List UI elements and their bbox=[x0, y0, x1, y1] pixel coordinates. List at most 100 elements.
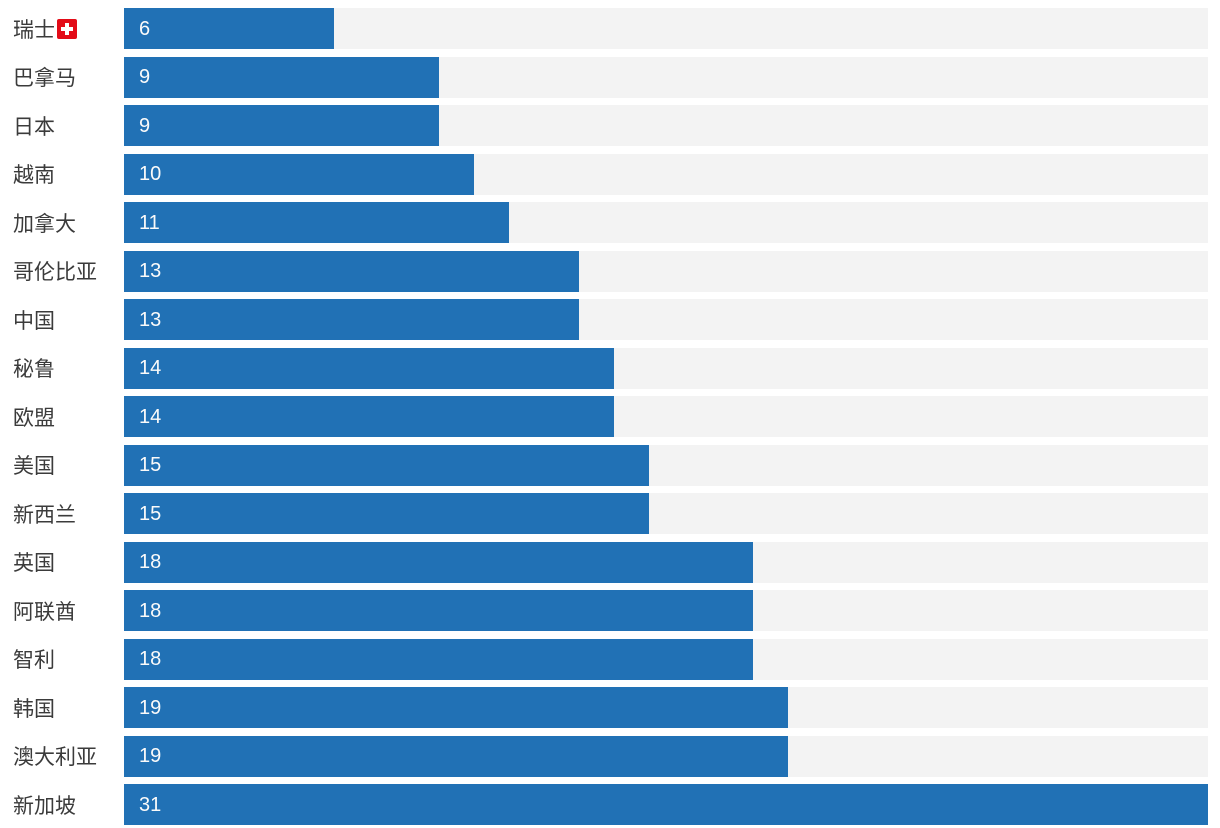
category-label-text: 新西兰 bbox=[13, 503, 76, 527]
category-label-text: 美国 bbox=[13, 455, 55, 478]
category-label: 秘鲁 bbox=[0, 348, 124, 389]
bar-row: 越南 10 bbox=[0, 153, 1208, 203]
bar-value-label: 19 bbox=[139, 745, 162, 767]
bar-track: 9 bbox=[124, 105, 1208, 146]
category-label: 韩国 bbox=[0, 687, 124, 728]
bar-row: 加拿大 11 bbox=[0, 202, 1208, 251]
category-label-text: 秘鲁 bbox=[13, 358, 55, 381]
bar-row: 智利 18 bbox=[0, 638, 1208, 688]
bar-row: 巴拿马 9 bbox=[0, 56, 1208, 106]
bar-value-label: 11 bbox=[139, 211, 160, 234]
category-label: 巴拿马 bbox=[0, 57, 124, 98]
bar-track: 15 bbox=[124, 444, 1208, 486]
bar-fill: 9 bbox=[124, 105, 439, 146]
bar-value-label: 18 bbox=[139, 551, 162, 573]
bar-row: 哥伦比亚 13 bbox=[0, 250, 1208, 300]
category-label: 阿联酋 bbox=[0, 590, 124, 631]
bar-row: 澳大利亚 19 bbox=[0, 735, 1208, 785]
bar-row: 美国 15 bbox=[0, 444, 1208, 494]
bar-value-label: 14 bbox=[139, 405, 162, 428]
category-label: 欧盟 bbox=[0, 396, 124, 437]
category-label-text: 哥伦比亚 bbox=[13, 261, 97, 284]
category-label-text: 中国 bbox=[13, 309, 55, 333]
category-label-text: 越南 bbox=[13, 164, 55, 187]
bar-fill: 15 bbox=[124, 493, 649, 534]
category-label: 加拿大 bbox=[0, 202, 124, 243]
bar-row: 韩国 19 bbox=[0, 687, 1208, 736]
bar-track: 15 bbox=[124, 493, 1208, 534]
category-label: 瑞士 bbox=[0, 8, 124, 49]
bar-fill: 15 bbox=[124, 444, 649, 486]
category-label: 哥伦比亚 bbox=[0, 251, 124, 292]
bar-track: 19 bbox=[124, 687, 1208, 728]
bar-fill: 9 bbox=[124, 56, 439, 98]
bar-row: 新西兰 15 bbox=[0, 493, 1208, 542]
bar-fill: 10 bbox=[124, 153, 474, 195]
category-label: 智利 bbox=[0, 639, 124, 680]
category-label-text: 新加坡 bbox=[13, 794, 76, 818]
bar-fill: 19 bbox=[124, 735, 789, 777]
bar-value-label: 10 bbox=[139, 163, 162, 185]
swiss-flag-icon bbox=[57, 18, 77, 39]
bar-track: 13 bbox=[124, 299, 1208, 340]
bar-track: 14 bbox=[124, 347, 1208, 389]
bar-track: 18 bbox=[124, 541, 1208, 583]
category-label: 越南 bbox=[0, 154, 124, 195]
category-label: 新西兰 bbox=[0, 493, 124, 534]
bar-row: 中国 13 bbox=[0, 299, 1208, 348]
bar-track: 10 bbox=[124, 153, 1208, 195]
bar-track: 18 bbox=[124, 590, 1208, 631]
bar-fill: 14 bbox=[124, 396, 614, 437]
bar-row: 英国 18 bbox=[0, 541, 1208, 591]
bar-fill: 31 bbox=[124, 784, 1208, 825]
category-label-text: 日本 bbox=[13, 115, 55, 139]
bar-row: 欧盟 14 bbox=[0, 396, 1208, 445]
category-label: 澳大利亚 bbox=[0, 736, 124, 777]
category-label: 英国 bbox=[0, 542, 124, 583]
bar-row: 秘鲁 14 bbox=[0, 347, 1208, 397]
bar-fill: 6 bbox=[124, 8, 334, 49]
bar-value-label: 9 bbox=[139, 66, 151, 88]
bar-fill: 13 bbox=[124, 299, 579, 340]
bar-fill: 19 bbox=[124, 687, 789, 728]
category-label-text: 瑞士 bbox=[13, 18, 55, 42]
bar-track: 6 bbox=[124, 8, 1208, 49]
bar-row: 新加坡 31 bbox=[0, 784, 1208, 828]
bar-row: 瑞士 6 bbox=[0, 8, 1208, 57]
bar-value-label: 31 bbox=[139, 793, 162, 816]
bar-value-label: 19 bbox=[139, 696, 162, 719]
category-label-text: 阿联酋 bbox=[13, 600, 76, 624]
bar-value-label: 6 bbox=[139, 17, 151, 40]
bar-track: 9 bbox=[124, 56, 1208, 98]
category-label-text: 加拿大 bbox=[13, 212, 76, 236]
bar-row: 日本 9 bbox=[0, 105, 1208, 154]
bar-value-label: 15 bbox=[139, 502, 162, 525]
bar-row: 阿联酋 18 bbox=[0, 590, 1208, 639]
category-label: 中国 bbox=[0, 299, 124, 340]
bar-fill: 18 bbox=[124, 638, 754, 680]
bar-track: 31 bbox=[124, 784, 1208, 825]
bar-value-label: 14 bbox=[139, 357, 162, 379]
category-label-text: 巴拿马 bbox=[13, 67, 76, 90]
category-label: 日本 bbox=[0, 105, 124, 146]
category-label-text: 英国 bbox=[13, 552, 55, 575]
category-label-text: 智利 bbox=[13, 649, 55, 672]
bar-fill: 18 bbox=[124, 590, 754, 631]
category-label-text: 欧盟 bbox=[13, 406, 55, 430]
bar-track: 18 bbox=[124, 638, 1208, 680]
bar-track: 19 bbox=[124, 735, 1208, 777]
bar-value-label: 15 bbox=[139, 454, 162, 476]
category-label: 新加坡 bbox=[0, 784, 124, 825]
bar-value-label: 13 bbox=[139, 308, 162, 331]
category-label-text: 澳大利亚 bbox=[13, 746, 97, 769]
category-label: 美国 bbox=[0, 445, 124, 486]
bar-track: 14 bbox=[124, 396, 1208, 437]
bar-fill: 14 bbox=[124, 347, 614, 389]
bar-fill: 18 bbox=[124, 541, 754, 583]
bar-fill: 11 bbox=[124, 202, 509, 243]
bar-value-label: 18 bbox=[139, 599, 162, 622]
bar-track: 13 bbox=[124, 250, 1208, 292]
bar-track: 11 bbox=[124, 202, 1208, 243]
bar-value-label: 18 bbox=[139, 648, 162, 670]
